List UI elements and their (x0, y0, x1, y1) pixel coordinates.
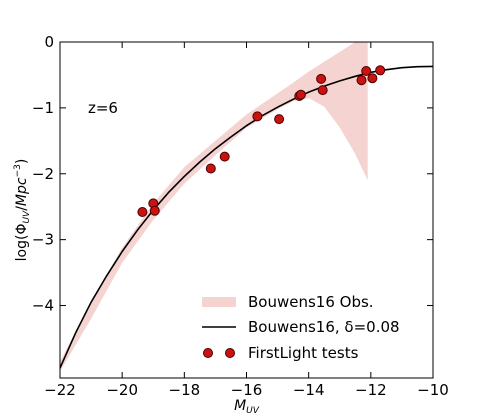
x-tick-label: −16 (231, 381, 263, 399)
legend-swatch-point (203, 348, 213, 358)
legend: Bouwens16 Obs. Bouwens16, δ=0.08 FirstLigh… (202, 293, 400, 362)
data-point (219, 151, 230, 162)
legend-label-band: Bouwens16 Obs. (248, 293, 374, 311)
data-point (367, 73, 378, 84)
y-tick-label: −4 (32, 297, 54, 315)
plot-layer (60, 42, 433, 372)
y-tick-label: −3 (32, 231, 54, 249)
y-tick-label: 0 (44, 33, 54, 51)
data-point (252, 111, 263, 122)
y-axis-label: log(ΦUV/Mpc−3) (13, 159, 32, 262)
x-tick-label: −12 (355, 381, 387, 399)
axes-layer: −22 −20 −18 −16 −14 −12 −10 0 −1 −2 −3 −4 MUV log(ΦUV… (13, 33, 449, 416)
x-axis-label: MUV (234, 398, 260, 416)
data-point (316, 73, 327, 84)
legend-swatch-point (225, 348, 235, 358)
x-tick-label: −22 (44, 381, 76, 399)
data-point (317, 85, 328, 96)
x-tick-label: −10 (417, 381, 449, 399)
data-point (295, 89, 306, 100)
data-point (356, 75, 367, 86)
legend-label-points: FirstLight tests (248, 344, 359, 362)
data-point (149, 205, 160, 216)
data-point (375, 65, 386, 76)
data-point (137, 207, 148, 217)
data-point (205, 163, 216, 174)
data-point (274, 114, 285, 125)
legend-swatch-band (202, 297, 236, 307)
x-tick-label: −14 (293, 381, 325, 399)
y-tick-label: −2 (32, 165, 54, 183)
data-point (361, 66, 372, 76)
legend-label-line: Bouwens16, δ=0.08 (248, 318, 400, 336)
x-tick-label: −20 (106, 381, 138, 399)
redshift-annotation: z=6 (88, 99, 118, 117)
band-bouwens16-obs (60, 42, 368, 372)
x-tick-label: −18 (169, 381, 201, 399)
y-tick-label: −1 (32, 99, 54, 117)
